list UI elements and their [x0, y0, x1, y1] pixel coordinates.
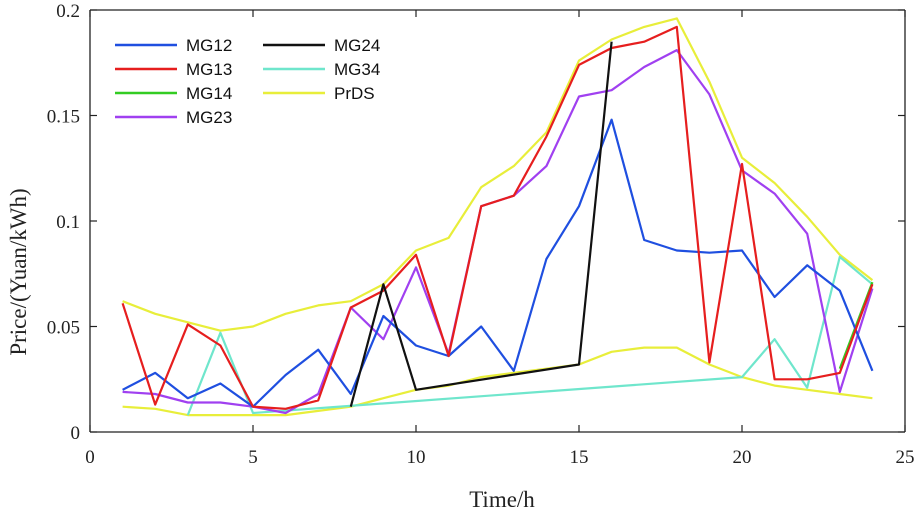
series-line-mg24 — [349, 41, 613, 407]
x-tick-label: 20 — [733, 447, 752, 468]
axes — [89, 9, 906, 433]
x-tick-label: 25 — [896, 447, 915, 468]
series-line-prds — [122, 17, 874, 332]
x-tick-label: 10 — [407, 447, 426, 468]
tick-labels: 0 5 10 15 20 25 0 0.05 0.1 0.15 0.2 — [47, 1, 915, 468]
y-axis-label: Price/(Yuan/kWh) — [6, 188, 31, 355]
y-tick-label: 0.1 — [56, 212, 80, 233]
series-line-mg13 — [121, 25, 874, 410]
x-tick-label: 5 — [248, 447, 258, 468]
legend-label: MG23 — [186, 108, 232, 127]
x-axis-label: Time/h — [469, 487, 535, 512]
y-tick-label: 0.15 — [47, 107, 80, 128]
series-line-prds-lower-bound — [122, 346, 873, 417]
y-tick-label: 0 — [71, 423, 81, 444]
legend-label: MG13 — [186, 60, 232, 79]
x-tick-label: 15 — [570, 447, 589, 468]
series-line-mg23 — [122, 48, 874, 415]
legend-label: MG14 — [186, 84, 232, 103]
series-line-mg12 — [122, 118, 874, 408]
x-tick-label: 0 — [85, 447, 95, 468]
legend-label: PrDS — [334, 84, 375, 103]
legend-label: MG24 — [334, 36, 380, 55]
y-tick-label: 0.2 — [56, 1, 80, 22]
series-layer — [121, 17, 874, 417]
legend-label: MG34 — [334, 60, 380, 79]
legend: MG12 MG13 MG14 MG23 MG24 MG34 PrDS — [115, 36, 380, 127]
legend-label: MG12 — [186, 36, 232, 55]
y-tick-label: 0.05 — [47, 318, 80, 339]
series-line-mg34 — [186, 255, 874, 416]
